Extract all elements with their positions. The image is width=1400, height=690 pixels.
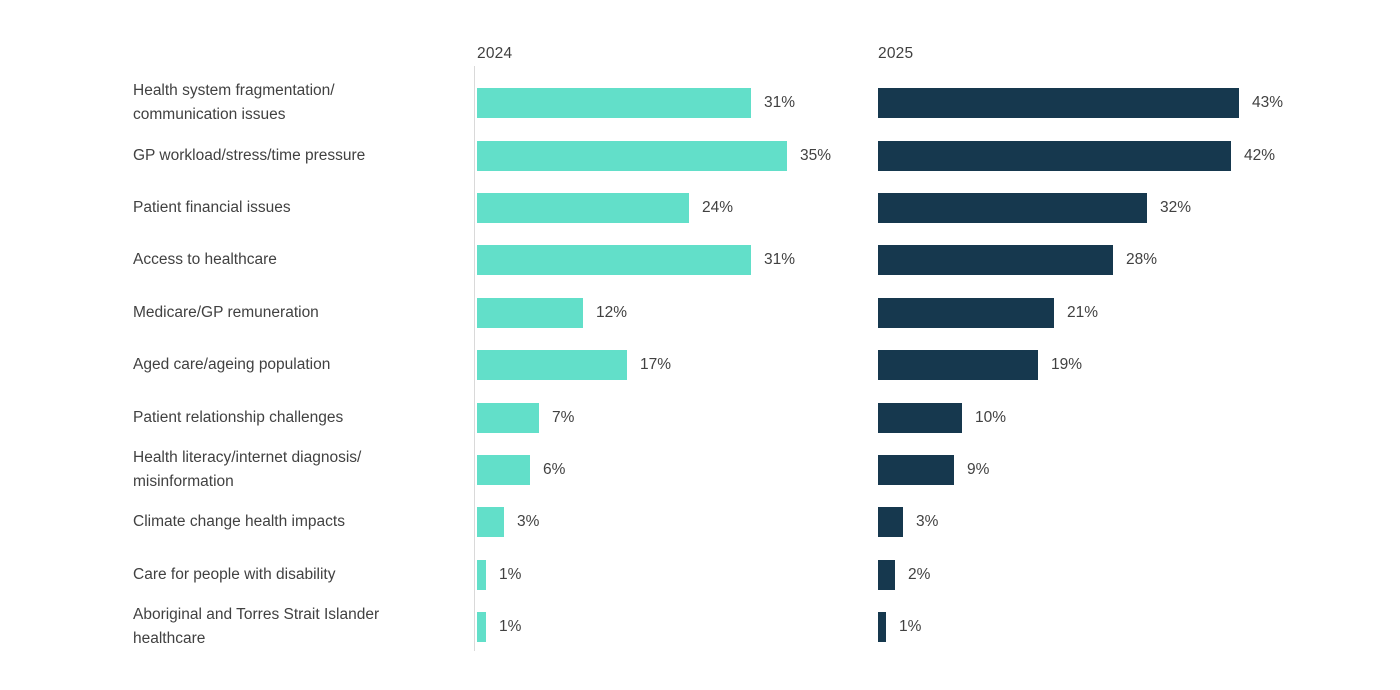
bar-2024: [477, 507, 504, 538]
bar-2025: [878, 88, 1239, 119]
value-label-2025: 28%: [1126, 251, 1158, 269]
bar-2025: [878, 402, 962, 433]
value-label-2025: 9%: [967, 460, 990, 478]
value-label-2024: 35%: [800, 146, 832, 164]
y-axis-line-2024: [474, 66, 475, 651]
value-label-2024: 3%: [517, 513, 540, 531]
category-label: Climate change health impacts: [133, 513, 345, 531]
bar-2025: [878, 297, 1054, 328]
bar-2024: [477, 88, 751, 119]
bar-2025: [878, 140, 1231, 171]
bar-2025: [878, 559, 895, 590]
chart-row: Health literacy/internet diagnosis/ misi…: [0, 444, 1400, 496]
bar-2024: [477, 559, 486, 590]
column-header-2024: 2024: [477, 45, 513, 62]
category-label: GP workload/stress/time pressure: [133, 146, 366, 164]
value-label-2025: 32%: [1160, 198, 1192, 216]
chart-row: Access to healthcare 31% 28%: [0, 234, 1400, 286]
bar-2024: [477, 245, 751, 276]
bar-2024: [477, 402, 539, 433]
value-label-2025: 10%: [975, 408, 1007, 426]
value-label-2024: 31%: [764, 94, 796, 112]
category-label: Patient relationship challenges: [133, 408, 344, 426]
column-header-2025: 2025: [878, 45, 914, 62]
value-label-2025: 21%: [1067, 303, 1099, 321]
bar-2025: [878, 454, 954, 485]
category-label: Medicare/GP remuneration: [133, 303, 319, 321]
chart-row: Health system fragmentation/ communicati…: [0, 77, 1400, 129]
bar-2025: [878, 507, 903, 538]
value-label-2024: 12%: [596, 303, 628, 321]
bar-2024: [477, 612, 486, 643]
chart-row: Aged care/ageing population 17% 19%: [0, 339, 1400, 391]
category-label: Aboriginal and Torres Strait Islander he…: [133, 606, 380, 648]
bar-2025: [878, 612, 886, 643]
value-label-2024: 7%: [552, 408, 575, 426]
chart-row: Aboriginal and Torres Strait Islander he…: [0, 601, 1400, 653]
value-label-2024: 1%: [499, 618, 522, 636]
chart-row: Patient financial issues 24% 32%: [0, 182, 1400, 234]
chart-row: GP workload/stress/time pressure 35% 42%: [0, 129, 1400, 181]
value-label-2025: 2%: [908, 565, 931, 583]
chart-row: Care for people with disability 1% 2%: [0, 549, 1400, 601]
chart-row: Climate change health impacts 3% 3%: [0, 496, 1400, 548]
category-label: Health system fragmentation/ communicati…: [133, 82, 335, 124]
value-label-2024: 1%: [499, 565, 522, 583]
bar-2024: [477, 297, 583, 328]
chart-row: Medicare/GP remuneration 12% 21%: [0, 287, 1400, 339]
bar-2024: [477, 192, 689, 223]
category-label: Aged care/ageing population: [133, 356, 331, 374]
bar-2024: [477, 454, 530, 485]
bar-2025: [878, 192, 1147, 223]
value-label-2025: 43%: [1252, 94, 1284, 112]
value-label-2024: 17%: [640, 356, 672, 374]
value-label-2025: 1%: [899, 618, 922, 636]
category-label: Patient financial issues: [133, 198, 291, 216]
category-label: Care for people with disability: [133, 565, 336, 583]
value-label-2025: 3%: [916, 513, 939, 531]
value-label-2024: 6%: [543, 460, 566, 478]
value-label-2025: 19%: [1051, 356, 1083, 374]
category-label: Access to healthcare: [133, 251, 277, 269]
bar-2024: [477, 140, 787, 171]
bar-2025: [878, 350, 1038, 381]
bar-2024: [477, 350, 627, 381]
bar-2025: [878, 245, 1113, 276]
chart-row: Patient relationship challenges 7% 10%: [0, 391, 1400, 443]
value-label-2025: 42%: [1244, 146, 1276, 164]
value-label-2024: 24%: [702, 198, 734, 216]
value-label-2024: 31%: [764, 251, 796, 269]
category-label: Health literacy/internet diagnosis/ misi…: [133, 448, 362, 490]
